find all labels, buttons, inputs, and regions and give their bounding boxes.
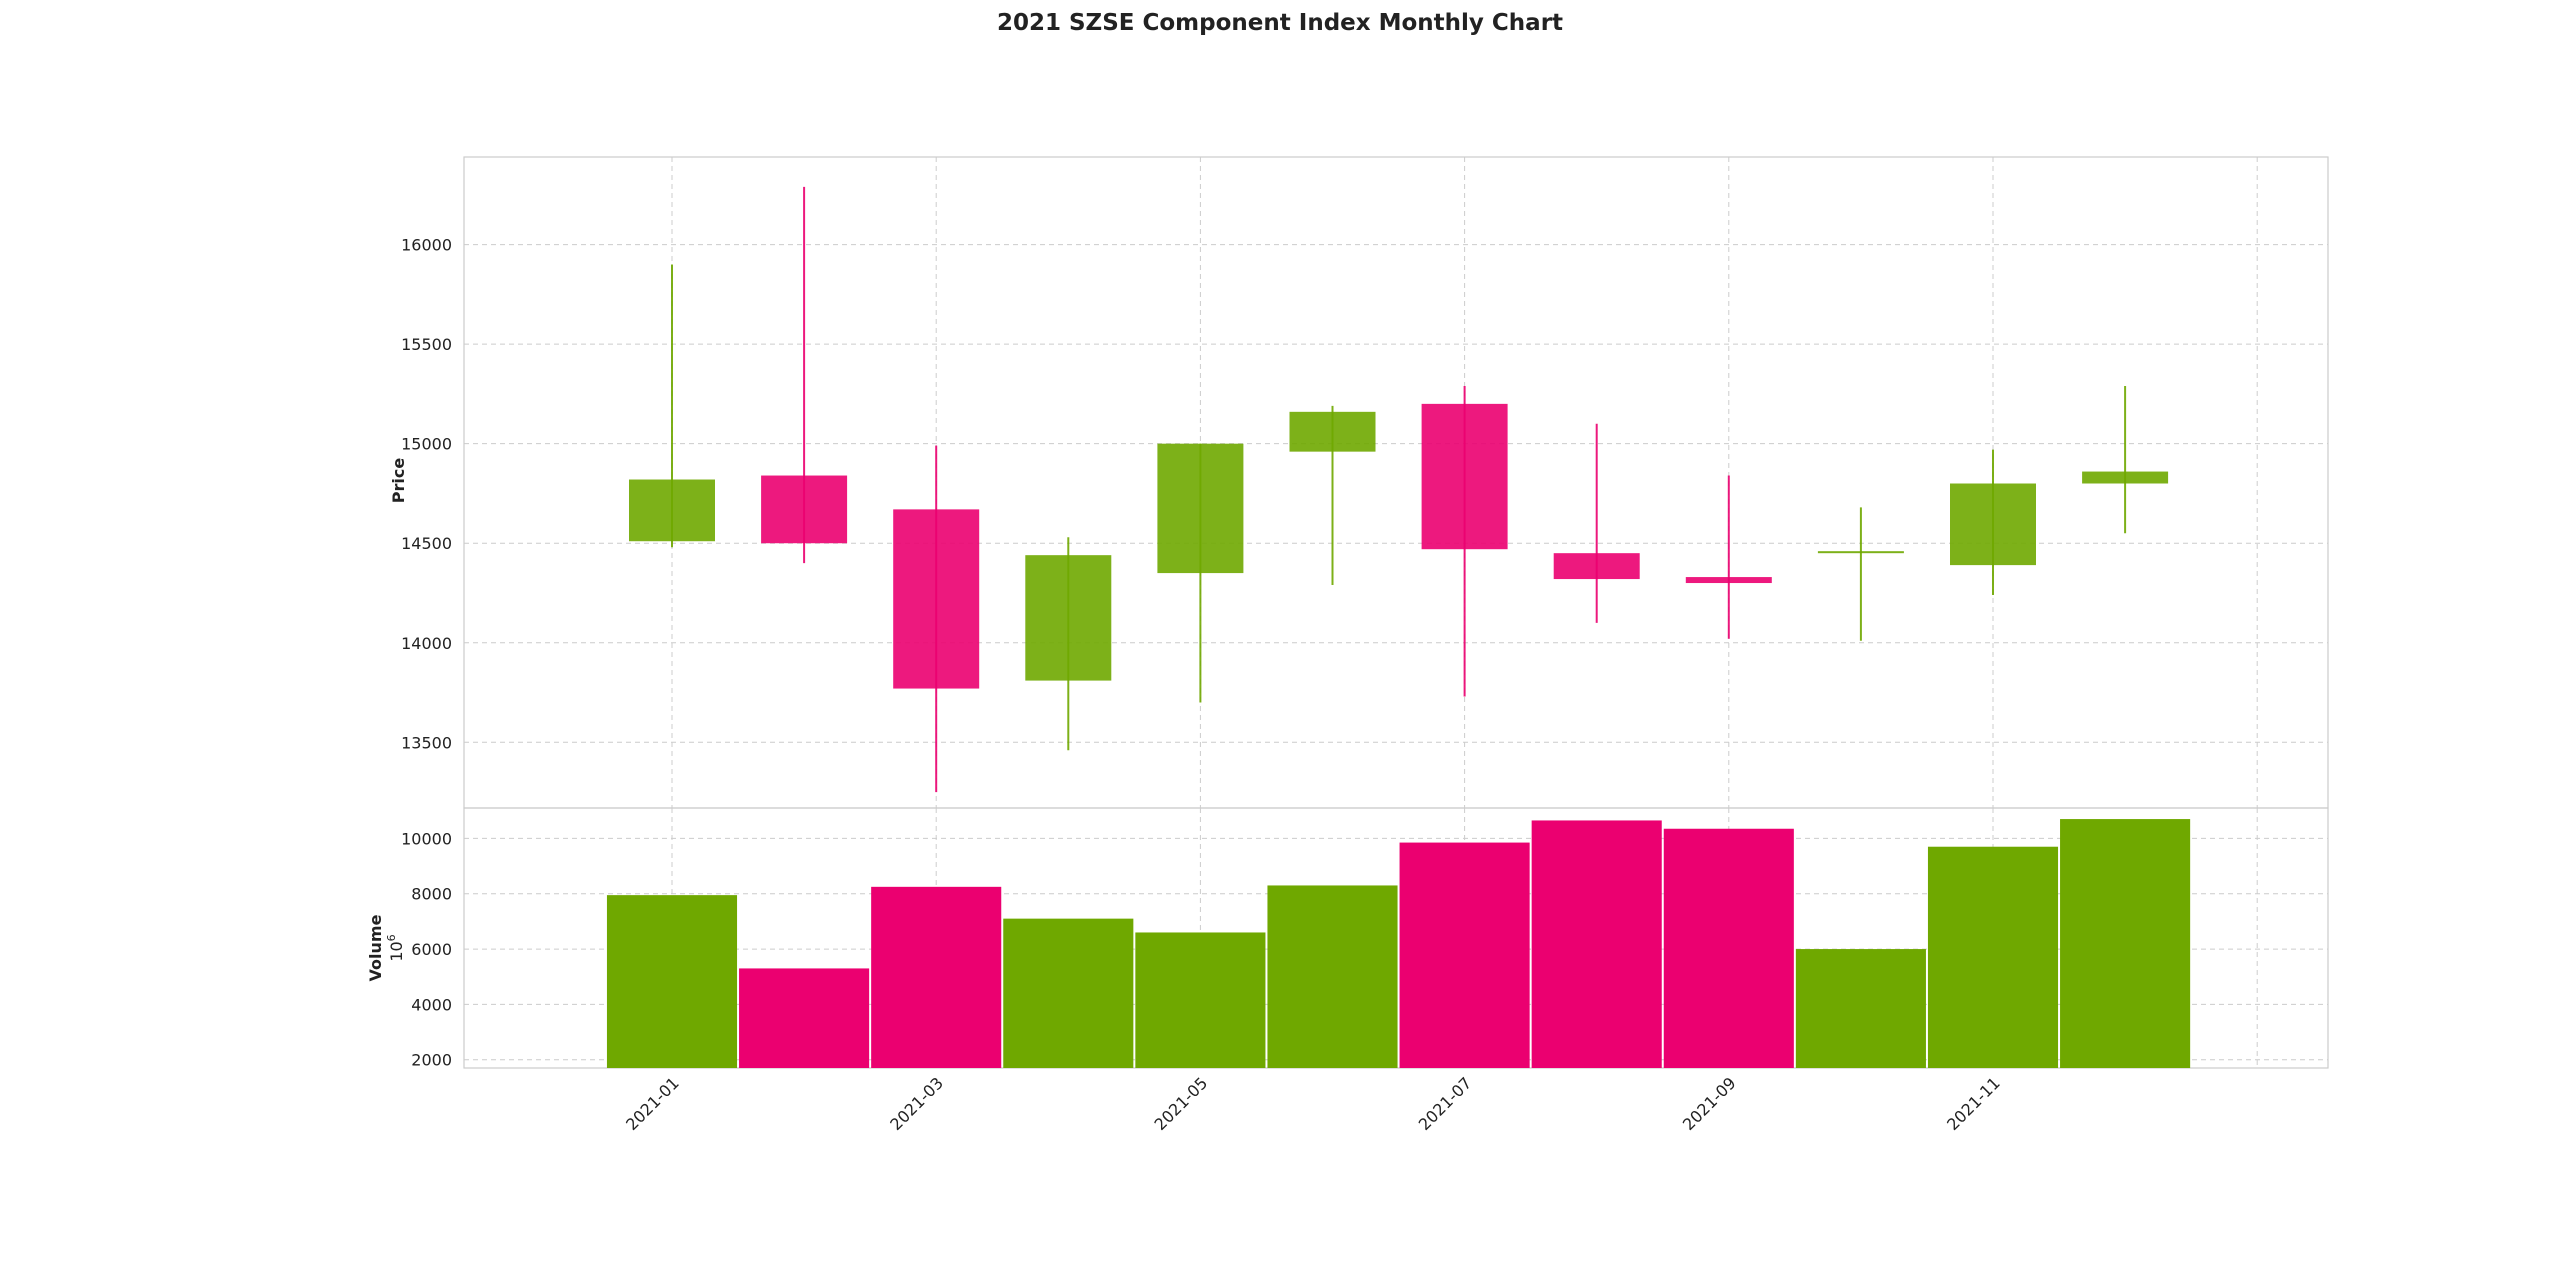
volume-layer [606,819,2191,1068]
price-tick-label: 15500 [401,335,452,354]
volume-unit-label: 106 [385,934,406,961]
x-tick-label: 2021-01 [622,1073,683,1134]
price-tick-label: 16000 [401,236,452,255]
price-panel-frame [463,156,2329,809]
volume-bar [1795,949,1926,1068]
volume-bar [2060,819,2191,1068]
volume-bar [606,895,738,1068]
price-tick-label: 14500 [401,534,452,553]
volume-bar [1531,820,1662,1068]
price-tick-label: 14000 [401,634,452,653]
chart-title: 2021 SZSE Component Index Monthly Chart [996,10,1564,36]
volume-bar [1003,918,1134,1068]
candle-body [1817,551,1904,554]
volume-tick-label: 8000 [411,885,452,904]
x-tick-label: 2021-07 [1415,1073,1476,1134]
volume-bar [871,886,1002,1068]
candle-body [1950,483,2036,566]
volume-bar [1399,842,1530,1068]
candle-body [1157,443,1244,574]
candle-body [1289,411,1376,452]
candle-body [761,475,848,544]
candle-body [1553,553,1640,580]
price-tick-label: 13500 [401,733,452,752]
volume-bar [1927,846,2059,1068]
volume-bar [1267,885,1398,1068]
candle-body [893,509,980,689]
volume-tick-label: 2000 [411,1051,452,1070]
price-tick-label: 15000 [401,435,452,454]
candle-body [1685,577,1772,584]
candle-body [629,479,715,542]
x-tick-label: 2021-09 [1679,1073,1740,1134]
volume-bar [1663,828,1794,1068]
volume-axis-label: Volume [366,914,385,981]
candle-body [1421,403,1508,550]
volume-tick-label: 10000 [401,829,452,848]
candle-body [2082,471,2169,484]
candle-body [1025,555,1112,681]
candle-layer [629,186,2169,793]
volume-tick-label: 4000 [411,995,452,1014]
volume-bar [1135,932,1266,1068]
x-tick-label: 2021-05 [1151,1073,1212,1134]
x-tick-label: 2021-03 [886,1073,947,1134]
x-tick-label: 2021-11 [1943,1073,2004,1134]
volume-tick-label: 6000 [411,940,452,959]
volume-bar [739,968,870,1068]
price-axis-label: Price [389,458,408,504]
